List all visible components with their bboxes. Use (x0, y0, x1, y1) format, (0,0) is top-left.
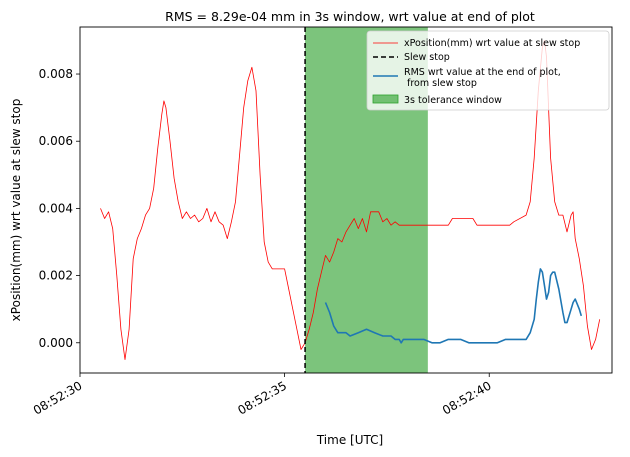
y-tick-label: 0.008 (39, 67, 73, 81)
legend-label-window: 3s tolerance window (404, 95, 502, 106)
y-axis-label: xPosition(mm) wrt value at slew stop (9, 99, 23, 322)
legend-label-xposition: xPosition(mm) wrt value at slew stop (404, 38, 580, 49)
legend-label-rms: RMS wrt value at the end of plot, from s… (404, 67, 561, 89)
legend-handle-window (372, 94, 399, 104)
y-tick-label: 0.002 (39, 269, 73, 283)
y-tick-label: 0.000 (39, 336, 73, 350)
y-tick-label: 0.006 (39, 134, 73, 148)
plot-frame (79, 26, 613, 374)
y-axis: 0.000 0.002 0.004 0.006 0.008 (39, 67, 80, 350)
legend: xPosition(mm) wrt value at slew stop Slew… (366, 30, 610, 111)
rms-line (324, 268, 583, 344)
chart-title: RMS = 8.29e-04 mm in 3s window, wrt valu… (165, 9, 535, 24)
x-axis-label: Time [UTC] (316, 433, 383, 447)
y-tick-label: 0.004 (39, 201, 73, 215)
legend-box (366, 30, 610, 111)
legend-label-slew-stop: Slew stop (404, 52, 450, 63)
